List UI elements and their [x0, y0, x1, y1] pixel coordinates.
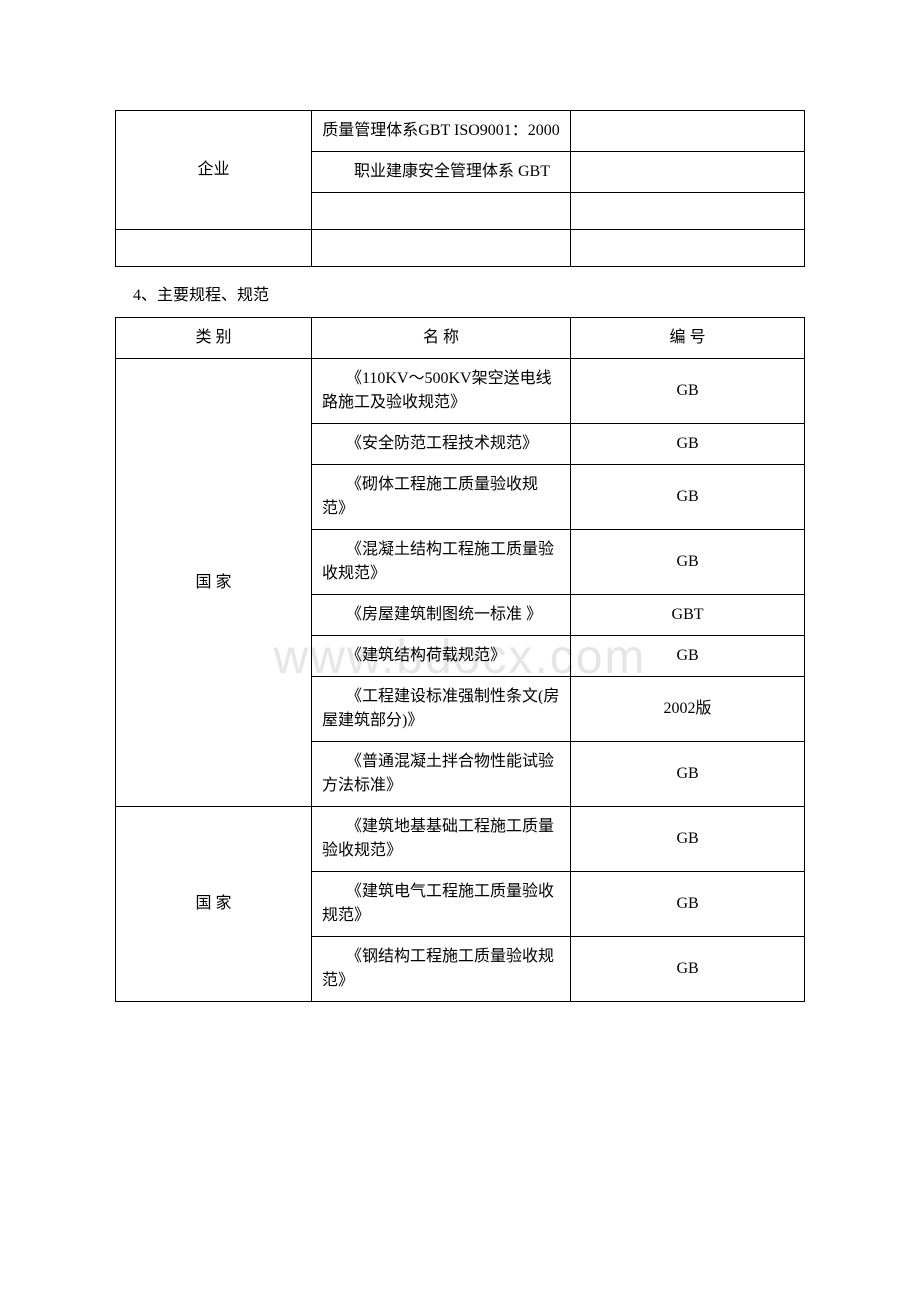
table-row [116, 230, 805, 267]
cell-number [571, 230, 805, 267]
cell-number: GB [571, 530, 805, 595]
cell-category: 国 家 [116, 807, 312, 1002]
cell-name: 《房屋建筑制图统一标准 》 [311, 595, 570, 636]
cell-category [116, 230, 312, 267]
cell-name [311, 193, 570, 230]
cell-name [311, 230, 570, 267]
cell-number: GB [571, 424, 805, 465]
cell-number: 2002版 [571, 677, 805, 742]
cell-number: GB [571, 807, 805, 872]
cell-name: 《110KV～500KV架空送电线路施工及验收规范》 [311, 359, 570, 424]
cell-name: 《建筑电气工程施工质量验收规范》 [311, 872, 570, 937]
table-row: 企业 质量管理体系GBT ISO9001：2000 [116, 111, 805, 152]
cell-name: 《建筑地基基础工程施工质量验收规范》 [311, 807, 570, 872]
cell-number: GB [571, 742, 805, 807]
cell-name: 《普通混凝土拌合物性能试验方法标准》 [311, 742, 570, 807]
cell-number: GB [571, 636, 805, 677]
cell-name: 《建筑结构荷载规范》 [311, 636, 570, 677]
table-row: 国 家 《110KV～500KV架空送电线路施工及验收规范》 GB [116, 359, 805, 424]
table-1: 企业 质量管理体系GBT ISO9001：2000 职业建康安全管理体系 GBT [115, 110, 805, 267]
section-heading: 4、主要规程、规范 [133, 281, 805, 305]
cell-name: 职业建康安全管理体系 GBT [311, 152, 570, 193]
header-category: 类 别 [116, 318, 312, 359]
cell-number: GB [571, 465, 805, 530]
document-page: 企业 质量管理体系GBT ISO9001：2000 职业建康安全管理体系 GBT… [0, 0, 920, 1062]
cell-category: 企业 [116, 111, 312, 230]
cell-name: 《混凝土结构工程施工质量验收规范》 [311, 530, 570, 595]
cell-number: GB [571, 872, 805, 937]
cell-number [571, 111, 805, 152]
table-row: 国 家 《建筑地基基础工程施工质量验收规范》 GB [116, 807, 805, 872]
table-header-row: 类 别 名 称 编 号 [116, 318, 805, 359]
cell-name: 质量管理体系GBT ISO9001：2000 [311, 111, 570, 152]
cell-name: 《工程建设标准强制性条文(房屋建筑部分)》 [311, 677, 570, 742]
cell-name: 《钢结构工程施工质量验收规范》 [311, 937, 570, 1002]
cell-number [571, 152, 805, 193]
header-name: 名 称 [311, 318, 570, 359]
cell-number: GBT [571, 595, 805, 636]
cell-category: 国 家 [116, 359, 312, 807]
table-2: 类 别 名 称 编 号 国 家 《110KV～500KV架空送电线路施工及验收规… [115, 317, 805, 1002]
cell-number [571, 193, 805, 230]
cell-name: 《安全防范工程技术规范》 [311, 424, 570, 465]
cell-name: 《砌体工程施工质量验收规范》 [311, 465, 570, 530]
cell-number: GB [571, 359, 805, 424]
cell-number: GB [571, 937, 805, 1002]
header-number: 编 号 [571, 318, 805, 359]
